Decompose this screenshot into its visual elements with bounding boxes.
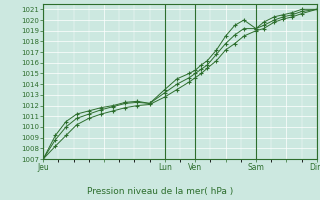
- Text: Pression niveau de la mer( hPa ): Pression niveau de la mer( hPa ): [87, 187, 233, 196]
